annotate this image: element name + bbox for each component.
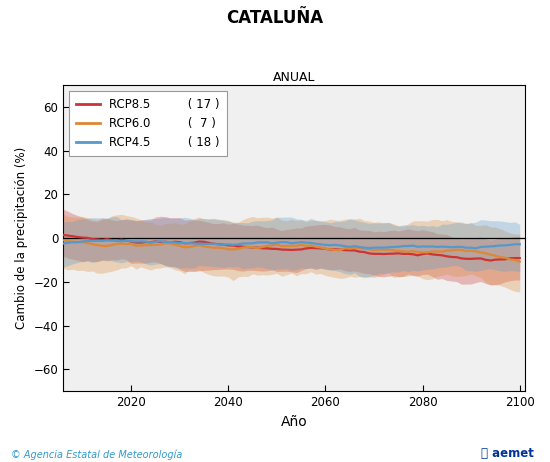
Text: 🟦 aemet: 🟦 aemet <box>481 447 534 460</box>
Text: © Agencia Estatal de Meteorología: © Agencia Estatal de Meteorología <box>11 449 183 460</box>
Legend: RCP8.5          ( 17 ), RCP6.0          (  7 ), RCP4.5          ( 18 ): RCP8.5 ( 17 ), RCP6.0 ( 7 ), RCP4.5 ( 18… <box>69 91 227 156</box>
X-axis label: Año: Año <box>280 414 307 429</box>
Y-axis label: Cambio de la precipitación (%): Cambio de la precipitación (%) <box>15 147 28 329</box>
Text: CATALUÑA: CATALUÑA <box>227 9 323 27</box>
Title: ANUAL: ANUAL <box>273 71 315 84</box>
